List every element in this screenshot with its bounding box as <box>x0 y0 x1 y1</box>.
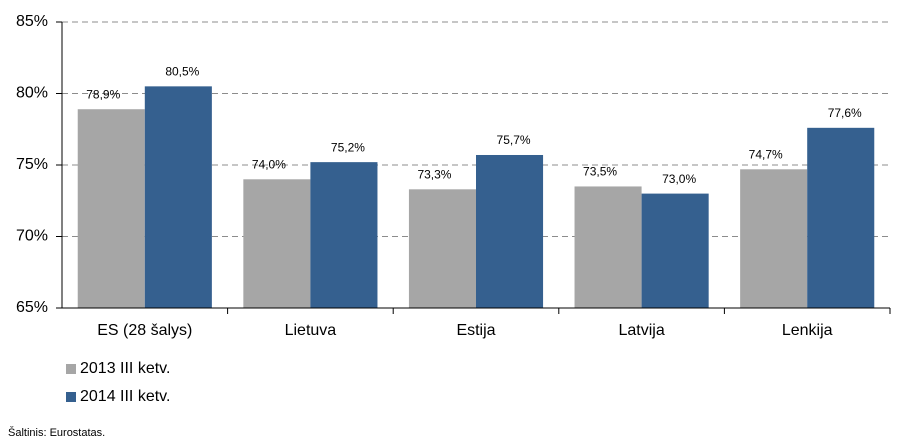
legend-label: 2014 III ketv. <box>80 388 170 405</box>
value-label: 75,7% <box>497 133 531 147</box>
value-label: 80,5% <box>165 65 199 79</box>
x-tick-label: Lenkija <box>782 322 833 339</box>
x-tick-label: Estija <box>456 322 495 339</box>
value-label: 73,3% <box>417 167 451 181</box>
value-label: 73,0% <box>662 172 696 186</box>
bar <box>641 193 709 308</box>
x-tick-label: Lietuva <box>285 322 337 339</box>
legend-swatch <box>66 364 76 374</box>
y-tick-label: 70% <box>16 228 48 245</box>
bar <box>408 189 476 308</box>
value-label: 73,5% <box>583 165 617 179</box>
y-tick-label: 80% <box>16 85 48 102</box>
bar <box>476 154 544 308</box>
bar <box>310 162 378 308</box>
x-tick-label: ES (28 šalys) <box>97 322 192 339</box>
y-tick-label: 85% <box>16 13 48 30</box>
bar <box>243 179 311 308</box>
bar <box>144 86 212 308</box>
value-label: 75,2% <box>331 140 365 154</box>
bar <box>740 169 808 308</box>
y-tick-label: 75% <box>16 156 48 173</box>
value-label: 74,0% <box>252 157 286 171</box>
source-note: Šaltinis: Eurostatas. <box>8 426 105 439</box>
bar <box>77 109 145 308</box>
legend-swatch <box>66 392 76 402</box>
x-tick-label: Latvija <box>618 322 664 339</box>
value-label: 78,9% <box>86 87 120 101</box>
value-label: 77,6% <box>828 106 862 120</box>
value-label: 74,7% <box>749 147 783 161</box>
legend-label: 2013 III ketv. <box>80 360 170 377</box>
bar <box>807 127 875 308</box>
y-tick-label: 65% <box>16 299 48 316</box>
bar <box>574 186 642 308</box>
